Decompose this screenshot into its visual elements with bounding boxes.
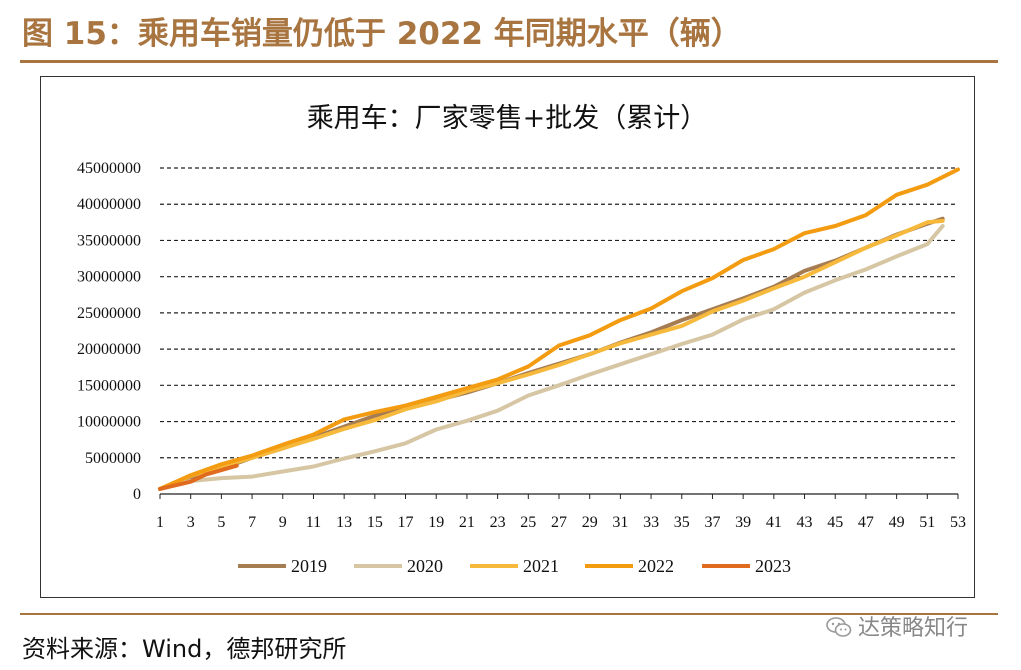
x-tick-label: 5 [217, 514, 225, 531]
x-tick-label: 29 [582, 514, 598, 531]
series-lines [158, 167, 960, 491]
footer-divider [20, 613, 998, 615]
y-tick-label: 25000000 [77, 305, 141, 322]
y-tick-label: 45000000 [77, 160, 141, 177]
x-tick-label: 27 [551, 514, 567, 531]
x-tick-label: 31 [612, 514, 628, 531]
figure-title: 图 15：乘用车销量仍低于 2022 年同期水平（辆） [22, 16, 742, 52]
x-tick-label: 23 [490, 514, 506, 531]
x-tick-label: 3 [187, 514, 195, 531]
x-tick-label: 17 [398, 514, 414, 531]
x-tick-label: 39 [735, 514, 751, 531]
x-tick-label: 53 [950, 514, 966, 531]
y-tick-label: 0 [133, 486, 141, 503]
x-tick-label: 47 [858, 514, 874, 531]
legend-label-2022: 2022 [638, 556, 674, 576]
series-line-2022 [158, 167, 960, 491]
x-tick-label: 25 [520, 514, 536, 531]
chart-title: 乘用车：厂家零售+批发（累计） [307, 103, 708, 134]
legend-label-2020: 2020 [407, 556, 443, 576]
y-tick-label: 10000000 [77, 414, 141, 431]
x-tick-label: 35 [674, 514, 690, 531]
x-tick-label: 41 [766, 514, 782, 531]
x-axis: 1 3 5 7 9 11 13 15 17 19 21 23 25 27 29 31 33 35 37 39 41 43 4… [156, 493, 966, 531]
x-tick-label: 15 [367, 514, 383, 531]
grid-lines [160, 167, 958, 459]
x-tick-label: 1 [156, 514, 164, 531]
x-tick-label: 11 [306, 514, 321, 531]
x-tick-label: 7 [248, 514, 256, 531]
watermark-text: 达策略知行 [858, 616, 969, 641]
y-tick-label: 20000000 [77, 341, 141, 358]
x-tick-label: 37 [704, 514, 720, 531]
x-tick-label: 43 [797, 514, 813, 531]
chart-frame [40, 76, 975, 598]
legend-label-2019: 2019 [291, 556, 327, 576]
legend-label-2021: 2021 [523, 556, 559, 576]
y-tick-label: 40000000 [77, 196, 141, 213]
y-tick-label: 15000000 [77, 377, 141, 394]
x-tick-label: 21 [459, 514, 475, 531]
x-tick-label: 49 [889, 514, 905, 531]
x-tick-label: 51 [919, 514, 935, 531]
title-divider [20, 60, 998, 63]
watermark: 达策略知行 [826, 610, 968, 642]
series-line-2023 [158, 463, 239, 491]
x-tick-label: 9 [279, 514, 287, 531]
y-axis-ticks: 0 5000000 10000000 15000000 20000000 25000000… [77, 160, 141, 503]
series-line-2021 [158, 218, 945, 491]
y-tick-label: 35000000 [77, 232, 141, 249]
x-tick-label: 13 [336, 514, 352, 531]
source-note: 资料来源：Wind，德邦研究所 [22, 635, 347, 663]
x-tick-label: 19 [428, 514, 444, 531]
series-line-2020 [158, 224, 945, 491]
y-tick-label: 30000000 [77, 269, 141, 286]
y-tick-label: 5000000 [85, 450, 141, 467]
legend: 2019 2020 2021 2022 2023 [238, 556, 791, 576]
wechat-icon [826, 617, 852, 637]
x-tick-label: 33 [643, 514, 659, 531]
x-tick-label: 45 [827, 514, 843, 531]
legend-label-2023: 2023 [755, 556, 791, 576]
